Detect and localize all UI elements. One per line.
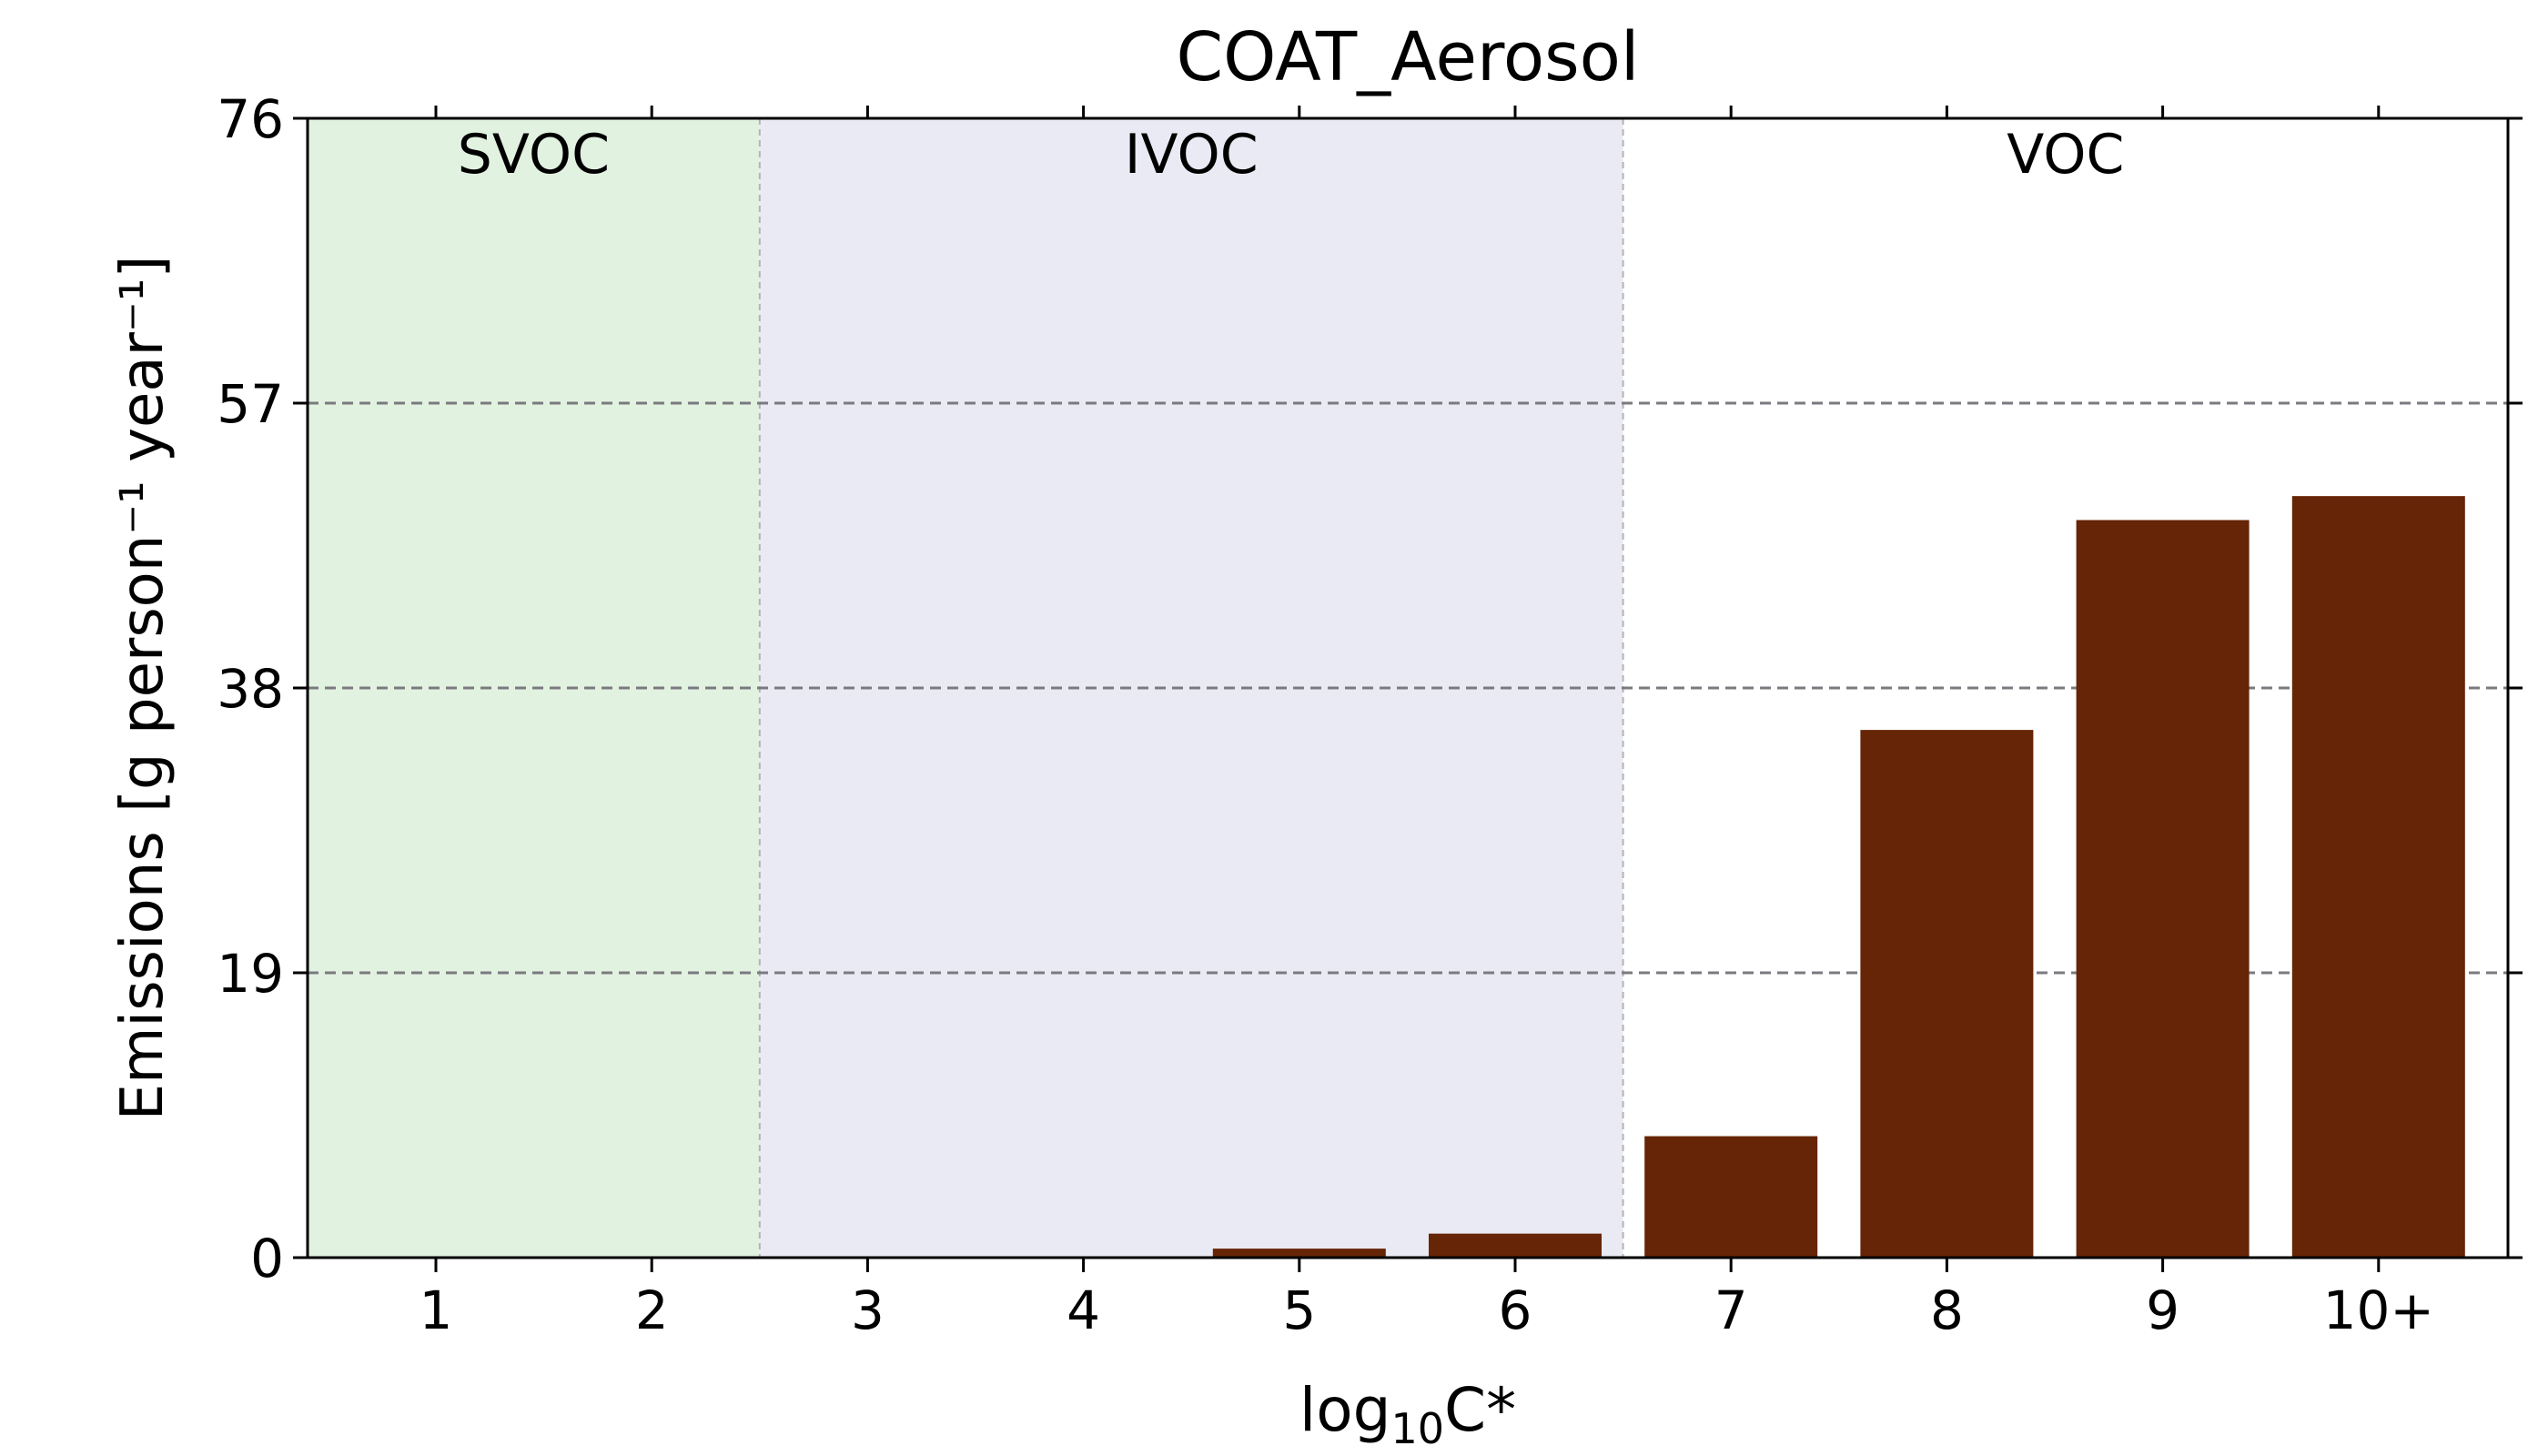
x-axis-title-base: log: [1299, 1375, 1391, 1445]
bar-6: [1429, 1233, 1602, 1258]
bar-10+: [2291, 496, 2465, 1258]
bar-8: [1860, 730, 2034, 1258]
x-tick-label-4: 4: [1067, 1279, 1100, 1341]
region-label-voc: VOC: [2007, 123, 2124, 187]
x-tick-label-10+: 10+: [2323, 1279, 2434, 1341]
bar-7: [1644, 1136, 1818, 1258]
x-tick-label-8: 8: [1930, 1279, 1964, 1341]
x-axis-title-tail: C*: [1444, 1375, 1516, 1445]
x-tick-label-1: 1: [420, 1279, 453, 1341]
region-label-svoc: SVOC: [458, 123, 610, 187]
chart-title: COAT_Aerosol: [1176, 18, 1639, 96]
y-tick-label: 76: [217, 88, 284, 150]
labels-layer: SVOC IVOC VOC 0 19 38 57 76 1 2 3 4 5 6 7 8 9 10+: [217, 88, 2434, 1341]
x-tick-label-9: 9: [2146, 1279, 2179, 1341]
region-label-ivoc: IVOC: [1125, 123, 1259, 187]
x-tick-label-2: 2: [635, 1279, 669, 1341]
y-tick-label: 38: [217, 658, 284, 720]
bar-9: [2076, 520, 2250, 1258]
ticks-layer: [293, 106, 2523, 1272]
x-tick-label-6: 6: [1499, 1279, 1532, 1341]
x-axis-title: log10C*: [1299, 1375, 1516, 1453]
x-tick-label-3: 3: [851, 1279, 885, 1341]
y-tick-label: 57: [217, 373, 284, 435]
x-tick-label-7: 7: [1714, 1279, 1748, 1341]
y-tick-label: 19: [217, 943, 284, 1005]
bars-layer: [1212, 496, 2465, 1258]
x-axis-title-subscript: 10: [1390, 1404, 1444, 1453]
bar-5: [1212, 1249, 1386, 1258]
x-tick-label-5: 5: [1282, 1279, 1316, 1341]
y-tick-label: 0: [250, 1228, 284, 1289]
y-axis-title: Emissions [g person⁻¹ year⁻¹]: [109, 256, 177, 1121]
